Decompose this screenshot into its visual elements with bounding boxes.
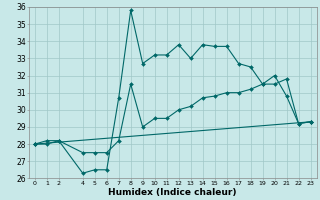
X-axis label: Humidex (Indice chaleur): Humidex (Indice chaleur)	[108, 188, 237, 197]
